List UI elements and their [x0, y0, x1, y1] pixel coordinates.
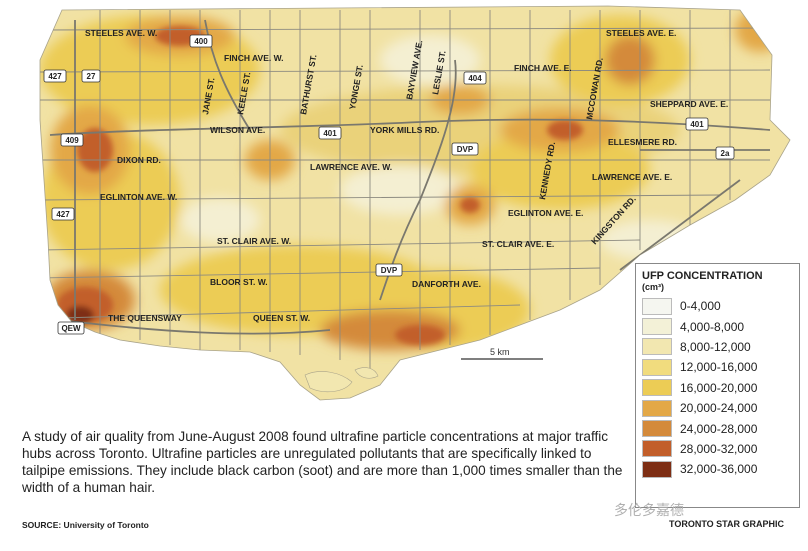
shield-401-east-label: 401 — [690, 120, 704, 129]
kingston-rd-line — [619, 179, 741, 271]
legend-item: 4,000-8,000 — [642, 316, 793, 336]
legend-swatch — [642, 460, 672, 478]
legend-swatch — [642, 399, 672, 417]
legend-swatch — [642, 358, 672, 376]
shield-400-label: 400 — [194, 37, 208, 46]
shield-427-low: 427 — [51, 207, 75, 221]
legend-swatch — [642, 318, 672, 336]
legend-swatch — [642, 338, 672, 356]
legend-label: 28,000-32,000 — [680, 441, 758, 456]
label-queen-w: QUEEN ST. W. — [253, 313, 310, 323]
toronto-islands — [304, 367, 379, 393]
shield-dvp-north: DVP — [451, 142, 479, 156]
caption-text: A study of air quality from June-August … — [22, 429, 623, 495]
label-steeles-w: STEELES AVE. W. — [85, 28, 157, 38]
label-ellesmere: ELLESMERE RD. — [608, 137, 677, 147]
legend-item: 24,000-28,000 — [642, 418, 793, 438]
shield-404: 404 — [463, 71, 487, 85]
shield-2a: 2a — [715, 146, 735, 160]
label-finch-e: FINCH AVE. E. — [514, 63, 572, 73]
shield-dvp-north-label: DVP — [457, 145, 474, 154]
legend-label: 20,000-24,000 — [680, 401, 758, 416]
shield-27-label: 27 — [87, 72, 96, 81]
legend-item: 20,000-24,000 — [642, 398, 793, 418]
watermark: 多伦多嘉德 — [614, 503, 684, 519]
label-st-clair-w: ST. CLAIR AVE. W. — [217, 236, 291, 246]
shield-409: 409 — [60, 133, 84, 147]
shield-401-mid: 401 — [318, 126, 342, 140]
legend-item: 0-4,000 — [642, 296, 793, 316]
legend-title: UFP CONCENTRATION — [642, 270, 763, 282]
legend-unit: (cm³) — [642, 282, 664, 292]
graphic-credit: TORONTO STAR GRAPHIC — [669, 519, 785, 529]
label-sheppard-e: SHEPPARD AVE. E. — [650, 99, 728, 109]
legend-item: 8,000-12,000 — [642, 337, 793, 357]
shield-409-label: 409 — [65, 136, 79, 145]
legend-label: 8,000-12,000 — [680, 339, 751, 354]
legend-rows: 0-4,000 4,000-8,000 8,000-12,000 12,000-16,… — [642, 296, 793, 480]
shield-427-low-label: 427 — [56, 210, 70, 219]
label-queensway: THE QUEENSWAY — [108, 313, 182, 323]
legend-swatch — [642, 420, 672, 438]
label-york-mills: YORK MILLS RD. — [370, 125, 439, 135]
road-network — [40, 10, 771, 370]
highway-qew-line — [59, 319, 331, 335]
shield-2a-label: 2a — [721, 149, 730, 158]
label-steeles-e: STEELES AVE. E. — [606, 28, 676, 38]
label-lawrence-w: LAWRENCE AVE. W. — [310, 162, 392, 172]
label-st-clair-e: ST. CLAIR AVE. E. — [482, 239, 554, 249]
shield-qew-label: QEW — [61, 324, 81, 333]
legend-label: 12,000-16,000 — [680, 360, 758, 375]
shield-27: 27 — [81, 69, 101, 83]
shield-qew: QEW — [57, 321, 85, 335]
legend-item: 32,000-36,000 — [642, 459, 793, 479]
label-danforth: DANFORTH AVE. — [412, 279, 481, 289]
legend-label: 0-4,000 — [680, 299, 721, 314]
legend-label: 32,000-36,000 — [680, 462, 758, 477]
label-finch-w: FINCH AVE. W. — [224, 53, 284, 63]
shield-401-east: 401 — [685, 117, 709, 131]
label-lawrence-e: LAWRENCE AVE. E. — [592, 172, 672, 182]
scale-bar: 5 km — [461, 347, 543, 360]
highway-400-line — [204, 19, 251, 131]
legend-swatch — [642, 379, 672, 397]
source-credit: SOURCE: University of Toronto — [22, 520, 149, 530]
highway-401-line — [49, 118, 771, 136]
scale-bar-label: 5 km — [490, 347, 510, 357]
legend-item: 16,000-20,000 — [642, 378, 793, 398]
legend-item: 12,000-16,000 — [642, 357, 793, 377]
legend-label: 16,000-20,000 — [680, 380, 758, 395]
label-eglinton-e: EGLINTON AVE. E. — [508, 208, 583, 218]
shield-dvp-south: DVP — [375, 263, 403, 277]
shield-427-top: 427 — [43, 69, 67, 83]
legend-label: 24,000-28,000 — [680, 421, 758, 436]
shield-404-label: 404 — [468, 74, 482, 83]
label-dixon: DIXON RD. — [117, 155, 161, 165]
shield-dvp-south-label: DVP — [381, 266, 398, 275]
shield-427-top-label: 427 — [48, 72, 62, 81]
legend-swatch — [642, 297, 672, 315]
legend-swatch — [642, 440, 672, 458]
label-wilson: WILSON AVE. — [210, 125, 265, 135]
ufp-concentration-map: 400 427 27 409 404 401 401 DVP 2a 427 DV… — [39, 5, 791, 401]
map-legend: UFP CONCENTRATION (cm³) 0-4,000 4,000-8,0… — [635, 263, 800, 508]
legend-item: 28,000-32,000 — [642, 439, 793, 459]
shield-401-mid-label: 401 — [323, 129, 337, 138]
label-eglinton-w: EGLINTON AVE. W. — [100, 192, 177, 202]
label-bloor-w: BLOOR ST. W. — [210, 277, 268, 287]
shield-400: 400 — [189, 34, 213, 48]
legend-label: 4,000-8,000 — [680, 319, 745, 334]
